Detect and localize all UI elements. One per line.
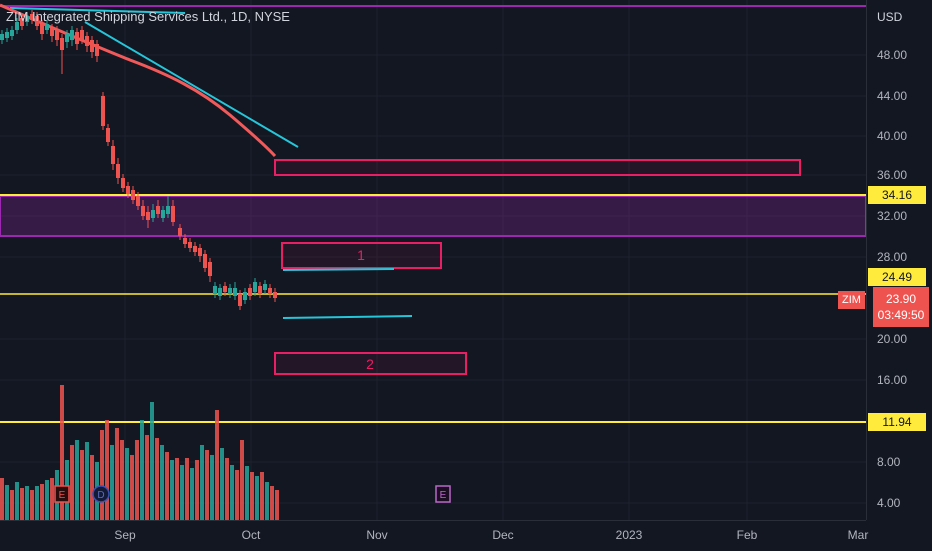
price-tick: 28.00 xyxy=(877,250,908,264)
time-label: 2023 xyxy=(615,528,643,542)
trend-line-down[interactable] xyxy=(84,21,299,148)
level-label-24: 24.49 xyxy=(868,268,926,286)
volume-bars xyxy=(0,385,279,520)
price-tick: 48.00 xyxy=(877,48,908,62)
box-label-1: 1 xyxy=(357,247,365,263)
price-chart[interactable]: 1 2 E D E xyxy=(0,0,866,520)
bar-countdown: 03:49:50 xyxy=(877,308,925,322)
dividend-marker-icon[interactable]: D xyxy=(92,485,110,503)
box-label-2: 2 xyxy=(366,356,374,372)
resistance-zone[interactable] xyxy=(0,195,866,237)
earnings-marker-icon[interactable]: E xyxy=(435,485,451,503)
last-price: 23.90 xyxy=(885,292,917,306)
time-label: Nov xyxy=(366,528,388,542)
short-line-2[interactable] xyxy=(282,315,413,319)
time-label: Mar xyxy=(847,528,869,542)
time-axis[interactable]: Sep Oct Nov Dec 2023 Feb Mar xyxy=(0,520,869,551)
price-tick: 4.00 xyxy=(877,496,901,510)
price-tick: 44.00 xyxy=(877,89,908,103)
trend-line-top[interactable] xyxy=(9,7,186,14)
svg-text:E: E xyxy=(440,490,447,501)
ticker-tag: ZIM xyxy=(838,291,865,309)
price-tick: 20.00 xyxy=(877,332,908,346)
candlesticks[interactable] xyxy=(0,10,277,310)
price-tick: 8.00 xyxy=(877,455,901,469)
time-label: Oct xyxy=(241,528,261,542)
time-label: Sep xyxy=(114,528,136,542)
target-box-2[interactable] xyxy=(274,352,467,375)
chart-title: ZIM Integrated Shipping Services Ltd., 1… xyxy=(6,9,290,24)
currency-label: USD xyxy=(877,10,903,24)
price-tick: 16.00 xyxy=(877,373,908,387)
time-label: Dec xyxy=(492,528,514,542)
price-tick: 32.00 xyxy=(877,209,908,223)
earnings-marker-icon[interactable]: E xyxy=(54,485,70,503)
time-label: Feb xyxy=(736,528,758,542)
level-label-34: 34.16 xyxy=(868,186,926,204)
price-tick: 36.00 xyxy=(877,168,908,182)
target-box-1[interactable] xyxy=(281,242,442,269)
price-axis[interactable]: USD 48.00 44.00 40.00 36.00 32.00 28.00 … xyxy=(866,0,932,520)
svg-text:D: D xyxy=(97,490,104,501)
level-label-12: 11.94 xyxy=(868,413,926,431)
svg-text:E: E xyxy=(59,490,66,501)
price-tick: 40.00 xyxy=(877,129,908,143)
target-box-top[interactable] xyxy=(274,159,801,176)
last-price-tag: 23.90 03:49:50 xyxy=(873,287,929,327)
short-line-1[interactable] xyxy=(282,268,395,271)
